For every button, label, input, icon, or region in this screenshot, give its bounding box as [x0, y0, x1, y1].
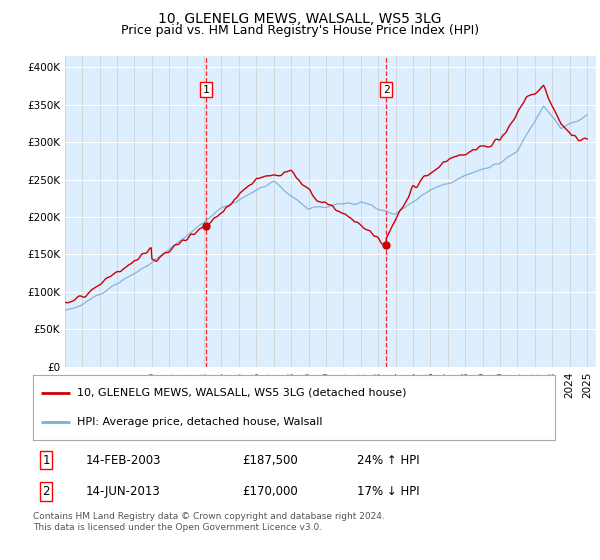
Text: 24% ↑ HPI: 24% ↑ HPI — [356, 454, 419, 466]
Text: 10, GLENELG MEWS, WALSALL, WS5 3LG (detached house): 10, GLENELG MEWS, WALSALL, WS5 3LG (deta… — [77, 388, 407, 398]
Text: HPI: Average price, detached house, Walsall: HPI: Average price, detached house, Wals… — [77, 417, 323, 427]
Text: 2: 2 — [42, 485, 50, 498]
Text: 2: 2 — [383, 85, 389, 95]
Text: £187,500: £187,500 — [242, 454, 298, 466]
Text: Price paid vs. HM Land Registry's House Price Index (HPI): Price paid vs. HM Land Registry's House … — [121, 24, 479, 36]
Text: 10, GLENELG MEWS, WALSALL, WS5 3LG: 10, GLENELG MEWS, WALSALL, WS5 3LG — [158, 12, 442, 26]
Text: 17% ↓ HPI: 17% ↓ HPI — [356, 485, 419, 498]
Text: Contains HM Land Registry data © Crown copyright and database right 2024.
This d: Contains HM Land Registry data © Crown c… — [33, 512, 385, 532]
Text: 1: 1 — [42, 454, 50, 466]
Text: 1: 1 — [203, 85, 209, 95]
Text: 14-FEB-2003: 14-FEB-2003 — [85, 454, 161, 466]
Text: 14-JUN-2013: 14-JUN-2013 — [85, 485, 160, 498]
Text: £170,000: £170,000 — [242, 485, 298, 498]
